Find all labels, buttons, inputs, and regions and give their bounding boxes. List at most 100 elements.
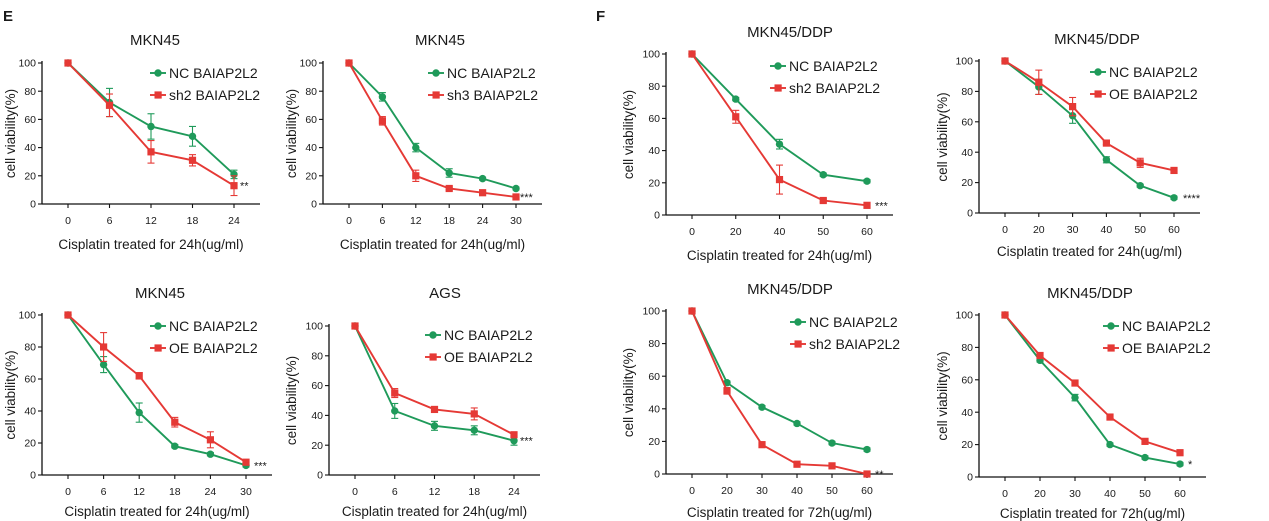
legend-label: NC BAIAP2L2 (1109, 64, 1198, 80)
x-tick-label: 40 (774, 226, 786, 238)
y-tick-label: 0 (30, 470, 36, 482)
series-line (1004, 314, 1181, 454)
legend-marker (429, 331, 437, 339)
x-tick-label: 24 (205, 486, 217, 498)
data-point (242, 458, 250, 466)
legend-marker (1094, 90, 1102, 98)
data-point (510, 431, 518, 439)
x-tick-label: 0 (1002, 224, 1008, 236)
significance-mark: *** (254, 460, 268, 472)
data-point (863, 470, 871, 478)
legend-label: OE BAIAP2L2 (444, 349, 533, 365)
data-point (1036, 351, 1044, 360)
series-line (67, 314, 247, 464)
x-tick-label: 40 (1104, 488, 1116, 500)
series-line (691, 310, 868, 475)
data-point (1136, 181, 1144, 190)
data-point (1001, 311, 1009, 319)
y-axis-label: cell viability(%) (284, 356, 299, 445)
x-tick-label: 12 (145, 215, 157, 227)
series-line (348, 62, 517, 190)
x-tick-label: 18 (443, 215, 455, 227)
data-point (1102, 139, 1110, 147)
series-1 (64, 311, 250, 470)
data-point (863, 177, 871, 185)
legend: NC BAIAP2L2 OE BAIAP2L2 (150, 318, 258, 356)
series-1 (688, 307, 871, 454)
legend-label: sh2 BAIAP2L2 (169, 87, 260, 103)
series-line (1004, 60, 1175, 172)
series-line (348, 62, 517, 198)
x-tick-label: 50 (1139, 488, 1151, 500)
x-tick-label: 6 (379, 215, 385, 227)
x-axis-label: Cisplatin treated for 24h(ug/ml) (687, 248, 872, 263)
legend-label: sh2 BAIAP2L2 (789, 80, 880, 96)
panel-label-e: E (3, 8, 13, 25)
significance-mark: **** (1183, 193, 1201, 205)
y-tick-label: 80 (24, 342, 36, 354)
x-tick-label: 0 (689, 226, 695, 238)
y-tick-label: 60 (648, 371, 660, 383)
data-point (147, 148, 155, 156)
y-axis-label: cell viability(%) (3, 350, 18, 439)
x-tick-label: 30 (240, 486, 252, 498)
data-point (147, 122, 155, 131)
y-tick-label: 100 (642, 49, 660, 61)
chart-4: AGS 0 20 40 60 80 100 0 6 12 18 24 Cisplatin treated… (284, 285, 540, 519)
legend-label: NC BAIAP2L2 (789, 58, 878, 74)
data-point (105, 101, 114, 109)
data-point (64, 59, 72, 67)
y-tick-label: 20 (24, 438, 36, 450)
chart-3: MKN45 0 20 40 60 80 100 0 6 12 18 24 30 Cisplatin tre… (3, 285, 272, 519)
data-point (479, 189, 487, 197)
x-tick-label: 20 (1033, 224, 1045, 236)
legend-label: NC BAIAP2L2 (447, 65, 536, 81)
y-tick-label: 100 (955, 56, 973, 68)
y-tick-label: 40 (961, 147, 973, 159)
data-point (99, 360, 108, 369)
x-tick-label: 40 (791, 485, 803, 497)
y-axis-label: cell viability(%) (3, 89, 18, 178)
y-axis-label: cell viability(%) (621, 90, 636, 179)
data-point (758, 441, 766, 449)
y-tick-label: 80 (648, 338, 660, 350)
legend: NC BAIAP2L2 OE BAIAP2L2 (1090, 64, 1198, 102)
data-point (470, 410, 478, 418)
x-tick-label: 18 (187, 215, 199, 227)
chart-title: MKN45/DDP (747, 24, 833, 41)
data-point (64, 311, 72, 319)
x-axis-label: Cisplatin treated for 72h(ug/ml) (1000, 506, 1185, 521)
data-point (723, 387, 731, 395)
x-tick-label: 12 (410, 215, 422, 227)
y-tick-label: 60 (961, 374, 973, 386)
data-point (430, 405, 439, 414)
data-point (378, 93, 387, 101)
legend-marker (429, 353, 437, 361)
y-tick-label: 60 (24, 114, 36, 126)
legend-label: NC BAIAP2L2 (169, 65, 258, 81)
data-point (230, 182, 238, 190)
data-point (512, 184, 520, 193)
y-tick-label: 60 (24, 374, 36, 386)
chart-8: MKN45/DDP 0 20 40 60 80 100 0 20 30 40 50 60 Cisplati… (935, 285, 1211, 521)
data-point (1170, 166, 1178, 175)
data-point (828, 439, 836, 447)
data-point (351, 322, 359, 330)
data-point (688, 50, 696, 58)
legend-marker (154, 91, 162, 99)
chart-title: MKN45/DDP (1054, 31, 1140, 48)
x-tick-label: 20 (730, 226, 742, 238)
x-axis-label: Cisplatin treated for 24h(ug/ml) (58, 237, 243, 252)
chart-title: AGS (429, 285, 461, 302)
x-tick-label: 24 (477, 215, 489, 227)
y-tick-label: 0 (311, 199, 317, 211)
y-tick-label: 100 (299, 58, 317, 70)
x-tick-label: 18 (468, 486, 480, 498)
series-1 (345, 59, 520, 193)
series-2 (1001, 57, 1178, 175)
y-tick-label: 40 (24, 406, 36, 418)
data-point (135, 372, 143, 380)
legend-label: NC BAIAP2L2 (809, 314, 898, 330)
chart-7: MKN45/DDP 0 20 40 60 80 100 0 20 30 40 50 60 Cisplati… (621, 281, 900, 520)
